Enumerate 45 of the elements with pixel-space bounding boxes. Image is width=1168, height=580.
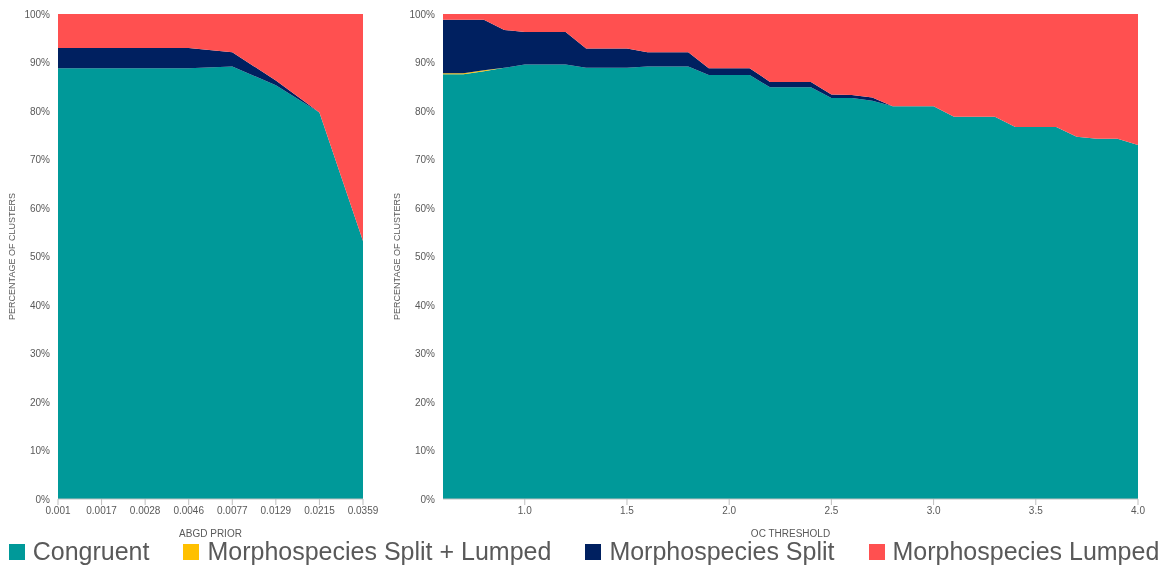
x-tick-label: 2.0 (722, 505, 737, 517)
y-tick-label: 90% (414, 57, 436, 69)
y-tick-label: 10% (29, 445, 51, 457)
x-tick-label: 3.0 (926, 505, 941, 517)
x-tick-label: 0.0215 (304, 505, 336, 517)
y-tick-label: 60% (29, 202, 51, 214)
y-tick-label: 20% (414, 396, 436, 408)
y-tick-label: 60% (414, 202, 436, 214)
x-tick-label: 0.0359 (347, 505, 379, 517)
y-tick-label: 0% (420, 493, 436, 505)
x-tick-label: 3.5 (1028, 505, 1044, 517)
y-tick-label: 90% (29, 57, 51, 69)
y-tick-label: 40% (414, 299, 436, 311)
y-axis-title: PERCENTAGE OF CLUSTERS (392, 193, 403, 320)
y-tick-label: 50% (29, 251, 51, 263)
x-tick-label: 0.0129 (260, 505, 292, 517)
x-tick-label: 0.0028 (129, 505, 161, 517)
y-tick-label: 70% (29, 154, 51, 166)
x-tick-label: 0.0017 (86, 505, 118, 517)
y-tick-label: 70% (414, 154, 436, 166)
x-tick-label: 0.0077 (216, 505, 249, 517)
y-tick-label: 80% (414, 105, 436, 117)
x-tick-label: 0.001 (45, 505, 71, 517)
x-tick-label: 4.0 (1131, 505, 1146, 517)
legend-label: Congruent (32, 537, 150, 566)
x-tick-label: 1.0 (517, 505, 533, 517)
y-tick-label: 50% (414, 251, 436, 263)
y-tick-label: 80% (29, 105, 51, 117)
legend-label: Morphospecies Split (609, 537, 835, 566)
x-tick-label: 1.5 (620, 505, 635, 517)
y-tick-label: 100% (409, 8, 436, 20)
y-tick-label: 20% (29, 396, 51, 408)
y-axis-title: PERCENTAGE OF CLUSTERS (7, 193, 18, 320)
x-axis-title: OC THRESHOLD (750, 528, 831, 539)
y-tick-label: 0% (35, 493, 51, 505)
x-tick-label: 2.5 (824, 505, 839, 517)
y-tick-label: 10% (414, 445, 436, 457)
y-tick-label: 40% (29, 299, 51, 311)
y-tick-label: 30% (414, 348, 436, 360)
y-tick-label: 100% (24, 8, 51, 20)
x-axis-title: ABGD PRIOR (179, 528, 242, 539)
legend-label: Morphospecies Split + Lumped (207, 537, 552, 566)
x-tick-label: 0.0046 (173, 505, 205, 517)
legend-label: Morphospecies Lumped (892, 537, 1160, 566)
y-tick-label: 30% (29, 348, 51, 360)
